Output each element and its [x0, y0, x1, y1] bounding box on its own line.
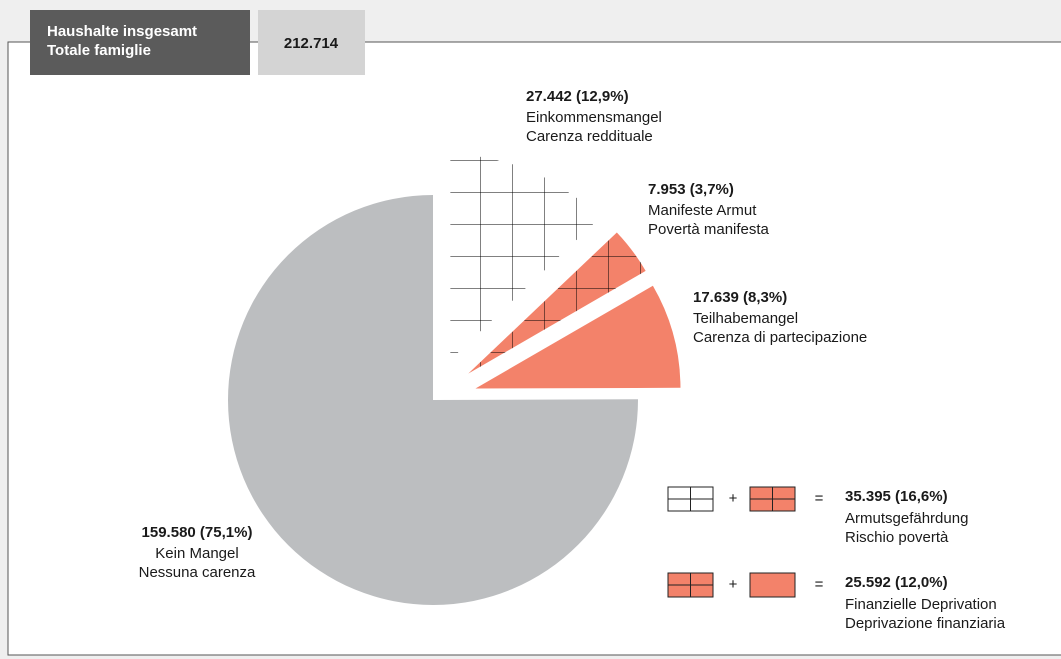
legend-label: Armutsgefährdung: [845, 510, 968, 527]
legend-value-label: 25.592 (12,0%): [845, 574, 948, 591]
slice-value-label: 17.639 (8,3%): [693, 289, 787, 306]
slice-label: Manifeste Armut: [648, 202, 757, 219]
header-title: Totale famiglie: [47, 42, 151, 59]
slice-value-label: 159.580 (75,1%): [142, 524, 253, 541]
slice-label: Carenza di partecipazione: [693, 329, 867, 346]
slice-value-label: 27.442 (12,9%): [526, 88, 629, 105]
slice-label: Carenza reddituale: [526, 128, 653, 145]
legend-label: Rischio povertà: [845, 529, 949, 546]
slice-label: Povertà manifesta: [648, 221, 770, 238]
slice-label: Teilhabemangel: [693, 310, 798, 327]
slice-value-label: 7.953 (3,7%): [648, 181, 734, 198]
legend-label: Finanzielle Deprivation: [845, 596, 997, 613]
slice-label: Kein Mangel: [155, 545, 238, 562]
legend-value-label: 35.395 (16,6%): [845, 488, 948, 505]
legend-operator: +: [729, 576, 738, 593]
legend-label: Deprivazione finanziaria: [845, 615, 1006, 632]
header-title: Haushalte insgesamt: [47, 23, 197, 40]
legend-equals: =: [815, 490, 824, 507]
legend-operator: +: [729, 490, 738, 507]
pie-slice: [475, 285, 681, 389]
legend-swatch: [749, 572, 796, 598]
pie-slice: [227, 195, 638, 606]
slice-label: Nessuna carenza: [139, 564, 256, 581]
legend-equals: =: [815, 576, 824, 593]
total-box: [258, 10, 365, 75]
header-box: [30, 10, 250, 75]
slice-grid: [450, 154, 599, 360]
slice-label: Einkommensmangel: [526, 109, 662, 126]
slice-grid: [468, 232, 646, 374]
header-total: 212.714: [284, 35, 339, 52]
